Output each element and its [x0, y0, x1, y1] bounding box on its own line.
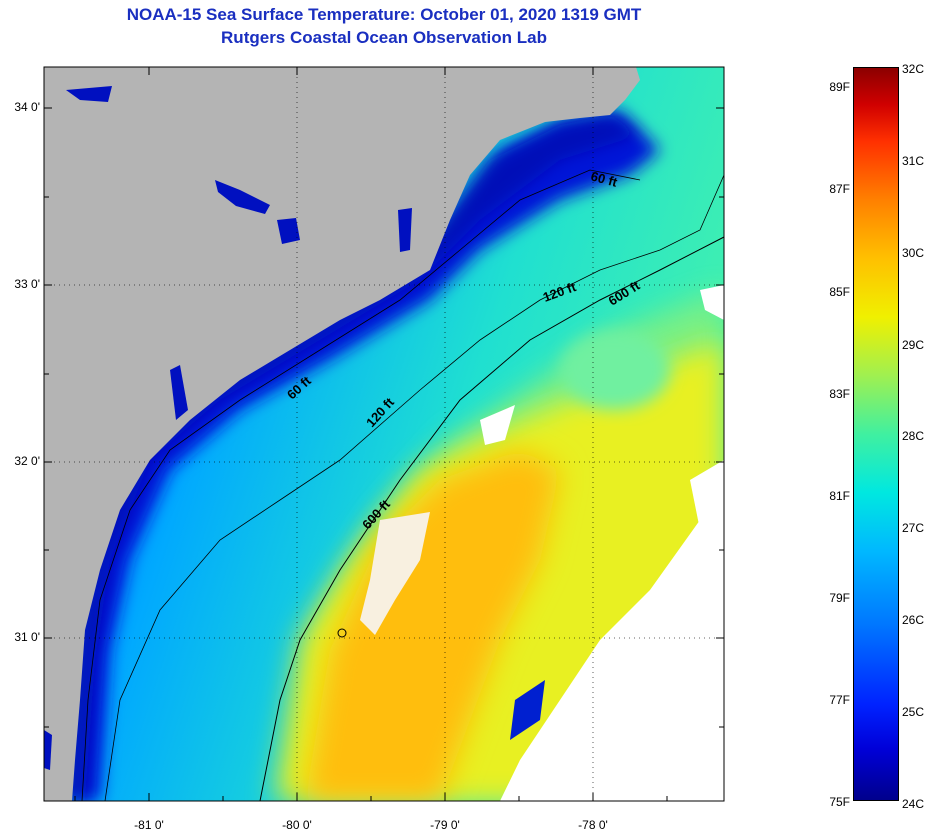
- map-title: NOAA-15 Sea Surface Temperature: October…: [126, 5, 642, 24]
- colorbar-label-27c: 27C: [902, 521, 925, 535]
- colorbar-label-89f: 89F: [829, 80, 850, 94]
- colorbar-label-87f: 87F: [829, 182, 850, 196]
- colorbar-label-28c: 28C: [902, 429, 925, 443]
- lat-label-32: 32 0': [14, 454, 40, 468]
- colorbar-label-75f: 75F: [829, 795, 850, 809]
- colorbar-label-79f: 79F: [829, 591, 850, 605]
- inland-lake: [66, 86, 112, 102]
- map-subtitle: Rutgers Coastal Ocean Observation Lab: [221, 28, 547, 47]
- isobath-60ft: [81, 169, 641, 801]
- land: [44, 67, 640, 801]
- colorbar-label-29c: 29C: [902, 338, 925, 352]
- isobath-120ft: [104, 174, 724, 801]
- lat-label-31: 31 0': [14, 630, 40, 644]
- colorbar-label-83f: 83F: [829, 387, 850, 401]
- colorbar-label-81f: 81F: [829, 489, 850, 503]
- colorbar-label-77f: 77F: [829, 693, 850, 707]
- lon-label-78: -78 0': [578, 818, 608, 832]
- colorbar-label-32c: 32C: [902, 62, 925, 76]
- cloud-cover: [500, 500, 724, 801]
- lat-label-34: 34 0': [14, 100, 40, 114]
- colorbar-label-85f: 85F: [829, 285, 850, 299]
- lat-label-33: 33 0': [14, 277, 40, 291]
- contour-label-60ft-north: 60 ft: [589, 168, 619, 190]
- lon-label-79: -79 0': [430, 818, 460, 832]
- lon-label-80: -80 0': [282, 818, 312, 832]
- colorbar-label-31c: 31C: [902, 154, 925, 168]
- colorbar-label-30c: 30C: [902, 246, 925, 260]
- colorbar-label-25c: 25C: [902, 705, 925, 719]
- gulf-stream-core: [305, 450, 560, 801]
- colorbar-label-24c: 24C: [902, 797, 925, 811]
- plot-frame: [43, 66, 725, 802]
- cloud-cover-small: [360, 512, 430, 635]
- colorbar-label-26c: 26C: [902, 613, 925, 627]
- ocean-eddy: [560, 330, 670, 410]
- temperature-colorbar: [853, 67, 899, 801]
- lon-label-81: -81 0': [134, 818, 164, 832]
- coastal-water: [70, 110, 660, 801]
